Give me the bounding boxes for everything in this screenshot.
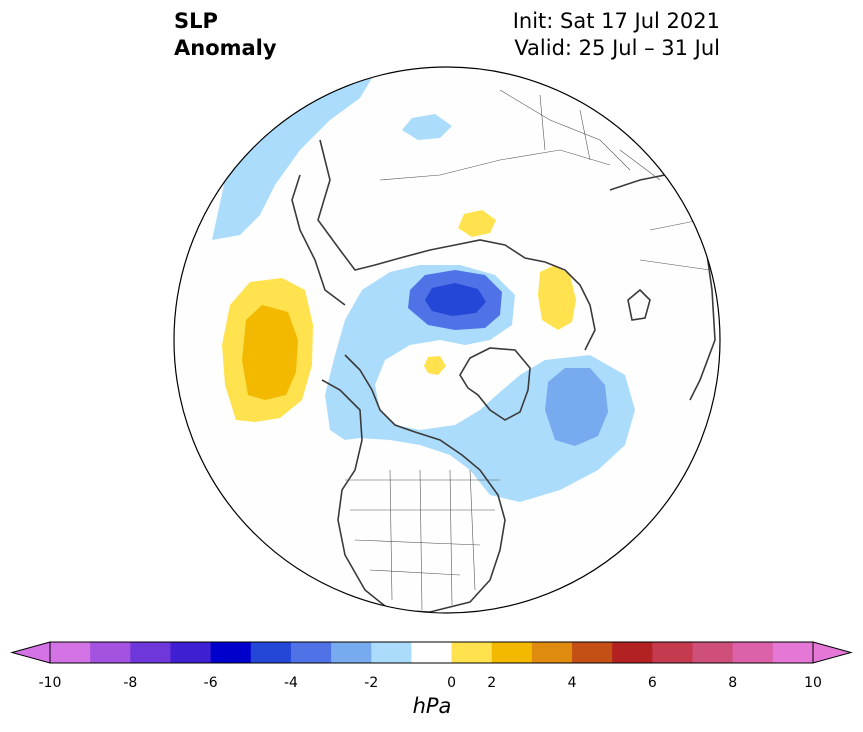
polar-map	[173, 66, 721, 614]
colorbar-cell	[692, 642, 734, 663]
colorbar-tick-label: 10	[804, 675, 822, 691]
anomaly-shading	[212, 78, 635, 502]
siberia-high	[458, 210, 496, 237]
colorbar-cell	[612, 642, 653, 663]
colorbar-cell	[772, 642, 814, 663]
arctic-negative-outer	[325, 265, 635, 502]
colorbar-tick-label: 4	[567, 675, 577, 691]
scandinavia-high	[538, 265, 576, 330]
colorbar-tick-label: 6	[647, 675, 657, 691]
colorbar-cell	[572, 642, 613, 663]
north-atlantic-low	[545, 368, 608, 446]
colorbar-cell	[290, 642, 332, 663]
colorbar-cell	[411, 642, 453, 663]
colorbar-tick-label: -10	[38, 675, 62, 691]
colorbar-cell	[732, 642, 774, 663]
colorbar-tick-label: -4	[283, 675, 298, 691]
colorbar-cell	[50, 642, 91, 663]
colorbar-cell	[170, 642, 212, 663]
colorbar-tick-label: 0	[447, 675, 457, 691]
colorbar-cell	[652, 642, 694, 663]
colorbar-frame	[49, 641, 814, 664]
colorbar	[10, 641, 853, 664]
colorbar-cells	[50, 642, 814, 663]
canada-arctic-high	[424, 356, 446, 375]
colorbar-tick-label: -8	[123, 675, 138, 691]
colorbar-tick-label: -6	[203, 675, 218, 691]
title-line-1: SLP	[174, 9, 218, 33]
greenland-outline	[459, 347, 531, 421]
north-pacific-high-inner	[242, 305, 298, 400]
title-line-2: Anomaly	[174, 36, 277, 60]
north-america-coast	[321, 354, 506, 613]
colorbar-cell	[331, 642, 372, 663]
pacific-negative-contour	[212, 78, 372, 240]
colorbar-cell	[451, 642, 493, 663]
colorbar-cell	[130, 642, 171, 663]
british-isles-coast	[627, 288, 651, 321]
colorbar-extend-low	[10, 641, 51, 664]
init-date: Init: Sat 17 Jul 2021	[512, 9, 720, 33]
map-boundary	[173, 66, 721, 614]
colorbar-cell	[210, 642, 252, 663]
colorbar-cell	[250, 642, 292, 663]
colorbar-unit: hPa	[412, 694, 452, 718]
barents-low-core	[425, 283, 486, 316]
colorbar-tick-label: 8	[728, 675, 738, 691]
colorbar-cell	[491, 642, 533, 663]
colorbar-tick-label: -2	[364, 675, 379, 691]
colorbar-cell	[371, 642, 412, 663]
colorbar-extend-high	[812, 641, 853, 664]
colorbar-cell	[531, 642, 573, 663]
siberia-small-negative	[402, 114, 452, 140]
plot-title: SLP Anomaly	[174, 8, 277, 62]
borders	[345, 89, 711, 611]
eurasia-coast	[317, 139, 596, 351]
date-info: Init: Sat 17 Jul 2021 Valid: 25 Jul – 31…	[513, 8, 720, 62]
valid-range: Valid: 25 Jul – 31 Jul	[514, 36, 720, 60]
kamchatka-coast	[291, 174, 346, 306]
colorbar-tick-label: 2	[487, 675, 497, 691]
colorbar-cell	[90, 642, 131, 663]
